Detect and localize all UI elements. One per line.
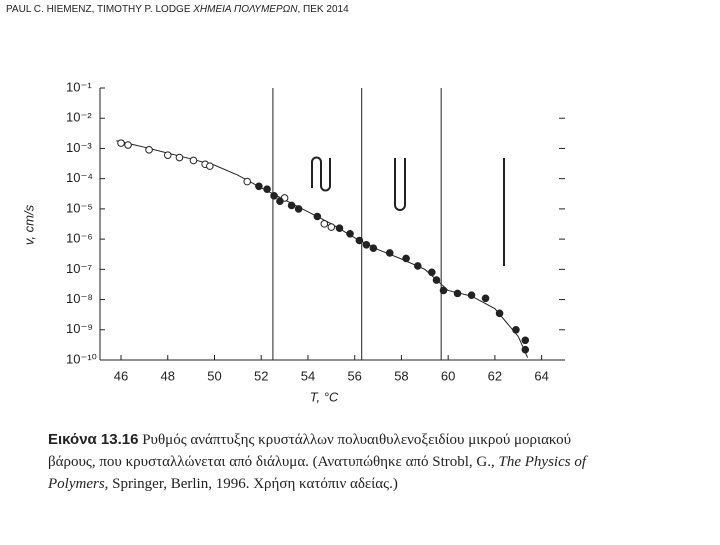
header-publisher: , ΠΕΚ 2014 <box>297 4 349 15</box>
filled-point <box>263 185 271 193</box>
y-axis-label: v, cm/s <box>21 204 36 245</box>
x-tick-label: 64 <box>534 368 548 383</box>
caption-line-2: βάρους, που κρυσταλλώνεται από διάλυμα. … <box>48 454 588 470</box>
filled-point <box>521 336 530 345</box>
y-tick-label: 10⁻⁸ <box>66 291 93 306</box>
open-point <box>175 153 184 162</box>
y-tick-label: 10⁻⁴ <box>66 170 93 185</box>
filled-point <box>335 224 344 232</box>
filled-point <box>355 236 364 245</box>
filled-point <box>481 294 490 303</box>
caption-italic: Polymers <box>47 476 105 492</box>
filled-point <box>369 244 378 253</box>
x-tick-label: 50 <box>207 368 221 383</box>
open-point <box>243 177 252 186</box>
y-tick-label: 10⁻³ <box>66 140 92 155</box>
filled-point <box>287 201 296 210</box>
open-point <box>320 220 329 228</box>
open-point <box>163 151 172 159</box>
open-point <box>327 223 336 231</box>
y-tick-label: 10⁻¹⁰ <box>66 351 97 366</box>
filled-point <box>255 182 263 191</box>
x-tick-label: 48 <box>161 368 175 383</box>
filled-point <box>453 289 462 298</box>
caption-text: βάρους, που κρυσταλλώνεται από διάλυμα. … <box>48 454 499 470</box>
filled-point <box>362 240 371 249</box>
filled-point <box>512 325 520 334</box>
x-tick-label: 54 <box>301 368 315 383</box>
y-tick-label: 10⁻¹ <box>66 79 92 94</box>
header-book: ΧΗΜΕΙΑ ΠΟΛΥΜΕΡΩΝ <box>192 4 298 15</box>
y-tick-label: 10⁻⁹ <box>66 321 93 336</box>
x-tick-label: 58 <box>394 368 408 383</box>
icon-folded <box>311 156 331 192</box>
caption-italic: The Physics of <box>499 454 588 470</box>
y-tick-label: 10⁻² <box>66 110 92 125</box>
crystal-icons <box>311 156 505 266</box>
y-tick-label: 10⁻⁵ <box>66 200 93 215</box>
header: PAUL C. HIEMENZ, TIMOTHY P. LODGE ΧΗΜΕΙΑ… <box>6 4 349 15</box>
icon-hairpin <box>394 158 406 211</box>
x-axis-label: T, °C <box>310 389 339 404</box>
y-tick-label: 10⁻⁶ <box>66 231 93 246</box>
header-authors: PAUL C. HIEMENZ, TIMOTHY P. LODGE <box>6 4 191 15</box>
filled-point <box>413 262 422 270</box>
caption-text: , Springer, Berlin, 1996. Χρήση κατόπιν … <box>105 476 398 492</box>
filled-point <box>432 276 441 284</box>
filled-point <box>313 212 322 221</box>
filled-point <box>428 268 436 277</box>
filled-point <box>270 192 278 200</box>
filled-point <box>467 291 476 299</box>
caption-label: Εικόνα 13.16 <box>48 431 138 448</box>
filled-point <box>346 229 354 238</box>
filled-point <box>521 345 530 354</box>
filled-point <box>385 249 394 257</box>
y-tick-label: 10⁻⁷ <box>66 261 92 276</box>
filled-point <box>294 205 303 213</box>
filled-point <box>439 286 448 295</box>
caption-line-1: Εικόνα 13.16 Ρυθμός ανάπτυξης κρυστάλλων… <box>48 431 571 448</box>
x-tick-label: 56 <box>347 368 361 383</box>
x-tick-label: 62 <box>488 368 502 383</box>
caption-line-3: Polymers, Springer, Berlin, 1996. Χρήση … <box>47 476 398 492</box>
caption-text: Ρυθμός ανάπτυξης κρυστάλλων πολυαιθυλενο… <box>142 432 571 448</box>
open-point <box>124 141 132 149</box>
open-point <box>189 156 198 165</box>
filled-point <box>276 197 284 205</box>
open-point <box>206 162 214 170</box>
x-tick-label: 60 <box>441 368 455 383</box>
open-point <box>145 146 153 154</box>
filled-point <box>402 254 410 263</box>
filled-point <box>495 309 504 318</box>
x-tick-label: 46 <box>114 368 128 383</box>
open-point <box>117 139 125 147</box>
x-tick-label: 52 <box>254 368 268 383</box>
